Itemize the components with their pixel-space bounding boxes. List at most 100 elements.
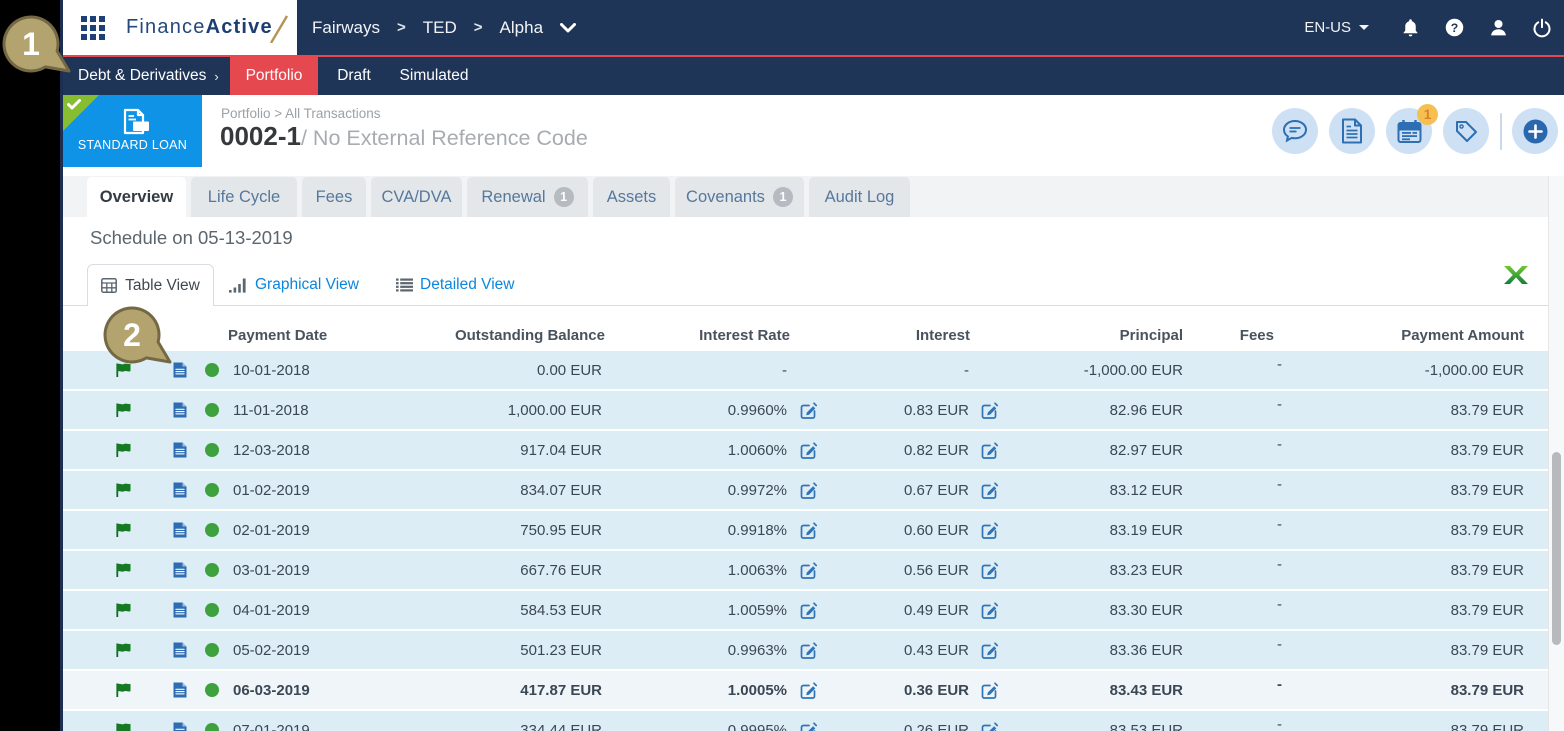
file-icon[interactable]: [173, 402, 187, 418]
cell-interest-rate: -: [610, 362, 820, 379]
loan-type-label: STANDARD LOAN: [77, 138, 188, 152]
flag-icon[interactable]: [116, 603, 131, 617]
file-icon[interactable]: [173, 682, 187, 698]
edit-icon[interactable]: [981, 561, 998, 579]
file-icon[interactable]: [173, 362, 187, 378]
table-row[interactable]: 12-03-2018 917.04 EUR 1.0060% 0.82 EUR 8…: [63, 431, 1548, 469]
edit-icon[interactable]: [800, 521, 817, 539]
tab-cva-dva[interactable]: CVA/DVA: [371, 177, 462, 217]
edit-icon[interactable]: [981, 441, 998, 459]
edit-icon[interactable]: [800, 681, 817, 699]
file-icon[interactable]: [173, 482, 187, 498]
comments-button[interactable]: [1272, 108, 1318, 154]
table-row[interactable]: 04-01-2019 584.53 EUR 1.0059% 0.49 EUR 8…: [63, 591, 1548, 629]
vertical-scrollbar[interactable]: [1548, 176, 1564, 731]
edit-icon[interactable]: [981, 601, 998, 619]
cell-principal: 83.12 EUR: [1109, 481, 1183, 499]
tab-assets[interactable]: Assets: [593, 177, 670, 217]
documents-button[interactable]: [1329, 108, 1375, 154]
edit-icon[interactable]: [800, 641, 817, 659]
breadcrumb-client[interactable]: Fairways: [312, 17, 381, 37]
col-principal[interactable]: Principal: [1119, 327, 1183, 344]
scrollbar-thumb[interactable]: [1552, 452, 1561, 645]
flag-icon[interactable]: [116, 483, 131, 497]
app-grid-icon[interactable]: [81, 16, 105, 40]
flag-icon[interactable]: [116, 563, 131, 577]
edit-icon[interactable]: [800, 481, 817, 499]
table-row[interactable]: 06-03-2019 417.87 EUR 1.0005% 0.36 EUR 8…: [63, 671, 1548, 709]
file-icon[interactable]: [173, 562, 187, 578]
tags-button[interactable]: [1443, 108, 1489, 154]
menu-item-portfolio[interactable]: Portfolio: [230, 57, 318, 95]
status-dot: [205, 483, 219, 497]
logo-container[interactable]: FinanceActive: [63, 0, 297, 55]
edit-icon[interactable]: [800, 601, 817, 619]
menu-item-draft[interactable]: Draft: [337, 67, 371, 84]
notifications-bell-icon[interactable]: [1399, 17, 1421, 39]
breadcrumb-portfolio[interactable]: Alpha: [499, 17, 544, 37]
tab-covenants[interactable]: Covenants 1: [675, 177, 804, 217]
breadcrumb-separator: >: [397, 19, 406, 36]
flag-icon[interactable]: [116, 683, 131, 697]
edit-icon[interactable]: [981, 521, 998, 539]
edit-icon[interactable]: [800, 561, 817, 579]
flag-icon[interactable]: [116, 523, 131, 537]
edit-icon[interactable]: [981, 481, 998, 499]
file-icon[interactable]: [173, 642, 187, 658]
flag-icon[interactable]: [116, 403, 131, 417]
tab-renewal[interactable]: Renewal 1: [467, 177, 588, 217]
table-row[interactable]: 11-01-2018 1,000.00 EUR 0.9960% 0.83 EUR…: [63, 391, 1548, 429]
col-interest[interactable]: Interest: [915, 327, 970, 344]
flag-icon[interactable]: [116, 363, 131, 377]
add-button[interactable]: [1512, 108, 1558, 154]
module-selector[interactable]: Debt & Derivatives ›: [78, 67, 219, 84]
tab-fees[interactable]: Fees: [302, 177, 366, 217]
flag-icon[interactable]: [116, 643, 131, 657]
col-payment-amount[interactable]: Payment Amount: [1401, 327, 1524, 344]
table-row[interactable]: 10-01-2018 0.00 EUR - - -1,000.00 EUR - …: [63, 351, 1548, 389]
status-dot: [205, 683, 219, 697]
logout-power-icon[interactable]: [1531, 17, 1553, 39]
tab-life-cycle[interactable]: Life Cycle: [191, 177, 297, 217]
tab-detailed-view[interactable]: Detailed View: [396, 264, 515, 306]
edit-icon[interactable]: [981, 681, 998, 699]
flag-icon[interactable]: [116, 723, 131, 731]
edit-icon[interactable]: [981, 721, 998, 731]
edit-icon[interactable]: [981, 641, 998, 659]
table-row[interactable]: 02-01-2019 750.95 EUR 0.9918% 0.60 EUR 8…: [63, 511, 1548, 549]
cell-outstanding-balance: 917.04 EUR: [520, 441, 602, 459]
table-row[interactable]: 05-02-2019 501.23 EUR 0.9963% 0.43 EUR 8…: [63, 631, 1548, 669]
breadcrumb-entity[interactable]: TED: [422, 17, 457, 37]
module-menubar: Debt & Derivatives › Portfolio Draft Simu…: [63, 57, 1564, 95]
tab-graphical-view[interactable]: Graphical View: [229, 264, 359, 306]
user-profile-icon[interactable]: [1487, 17, 1509, 39]
file-icon[interactable]: [173, 442, 187, 458]
edit-icon[interactable]: [981, 401, 998, 419]
col-interest-rate[interactable]: Interest Rate: [699, 327, 790, 344]
chevron-down-icon[interactable]: [560, 22, 577, 33]
file-icon[interactable]: [173, 602, 187, 618]
interest-value: 0.43 EUR: [903, 641, 969, 659]
cell-principal: 83.19 EUR: [1109, 521, 1183, 539]
file-icon[interactable]: [173, 722, 187, 731]
interest-rate-value: 1.0063%: [727, 561, 787, 579]
edit-icon[interactable]: [800, 721, 817, 731]
edit-icon[interactable]: [800, 401, 817, 419]
edit-icon[interactable]: [800, 441, 817, 459]
col-payment-date[interactable]: Payment Date: [228, 327, 328, 344]
tab-table-view[interactable]: Table View: [87, 264, 214, 306]
tab-overview[interactable]: Overview: [87, 177, 186, 217]
file-icon[interactable]: [173, 522, 187, 538]
cell-payment-date: 06-03-2019: [233, 681, 310, 699]
flag-icon[interactable]: [116, 443, 131, 457]
col-fees[interactable]: Fees: [1239, 327, 1274, 344]
help-icon[interactable]: ?: [1443, 17, 1465, 39]
table-row[interactable]: 03-01-2019 667.76 EUR 1.0063% 0.56 EUR 8…: [63, 551, 1548, 589]
tab-audit-log[interactable]: Audit Log: [809, 177, 910, 217]
table-row[interactable]: 01-02-2019 834.07 EUR 0.9972% 0.67 EUR 8…: [63, 471, 1548, 509]
menu-item-simulated[interactable]: Simulated: [399, 67, 469, 84]
table-row[interactable]: 07-01-2019 334.44 EUR 0.9995% 0.26 EUR 8…: [63, 711, 1548, 731]
language-selector[interactable]: EN-US: [1304, 19, 1369, 36]
excel-export-icon[interactable]: [1504, 266, 1528, 284]
col-outstanding-balance[interactable]: Outstanding Balance: [454, 327, 605, 344]
